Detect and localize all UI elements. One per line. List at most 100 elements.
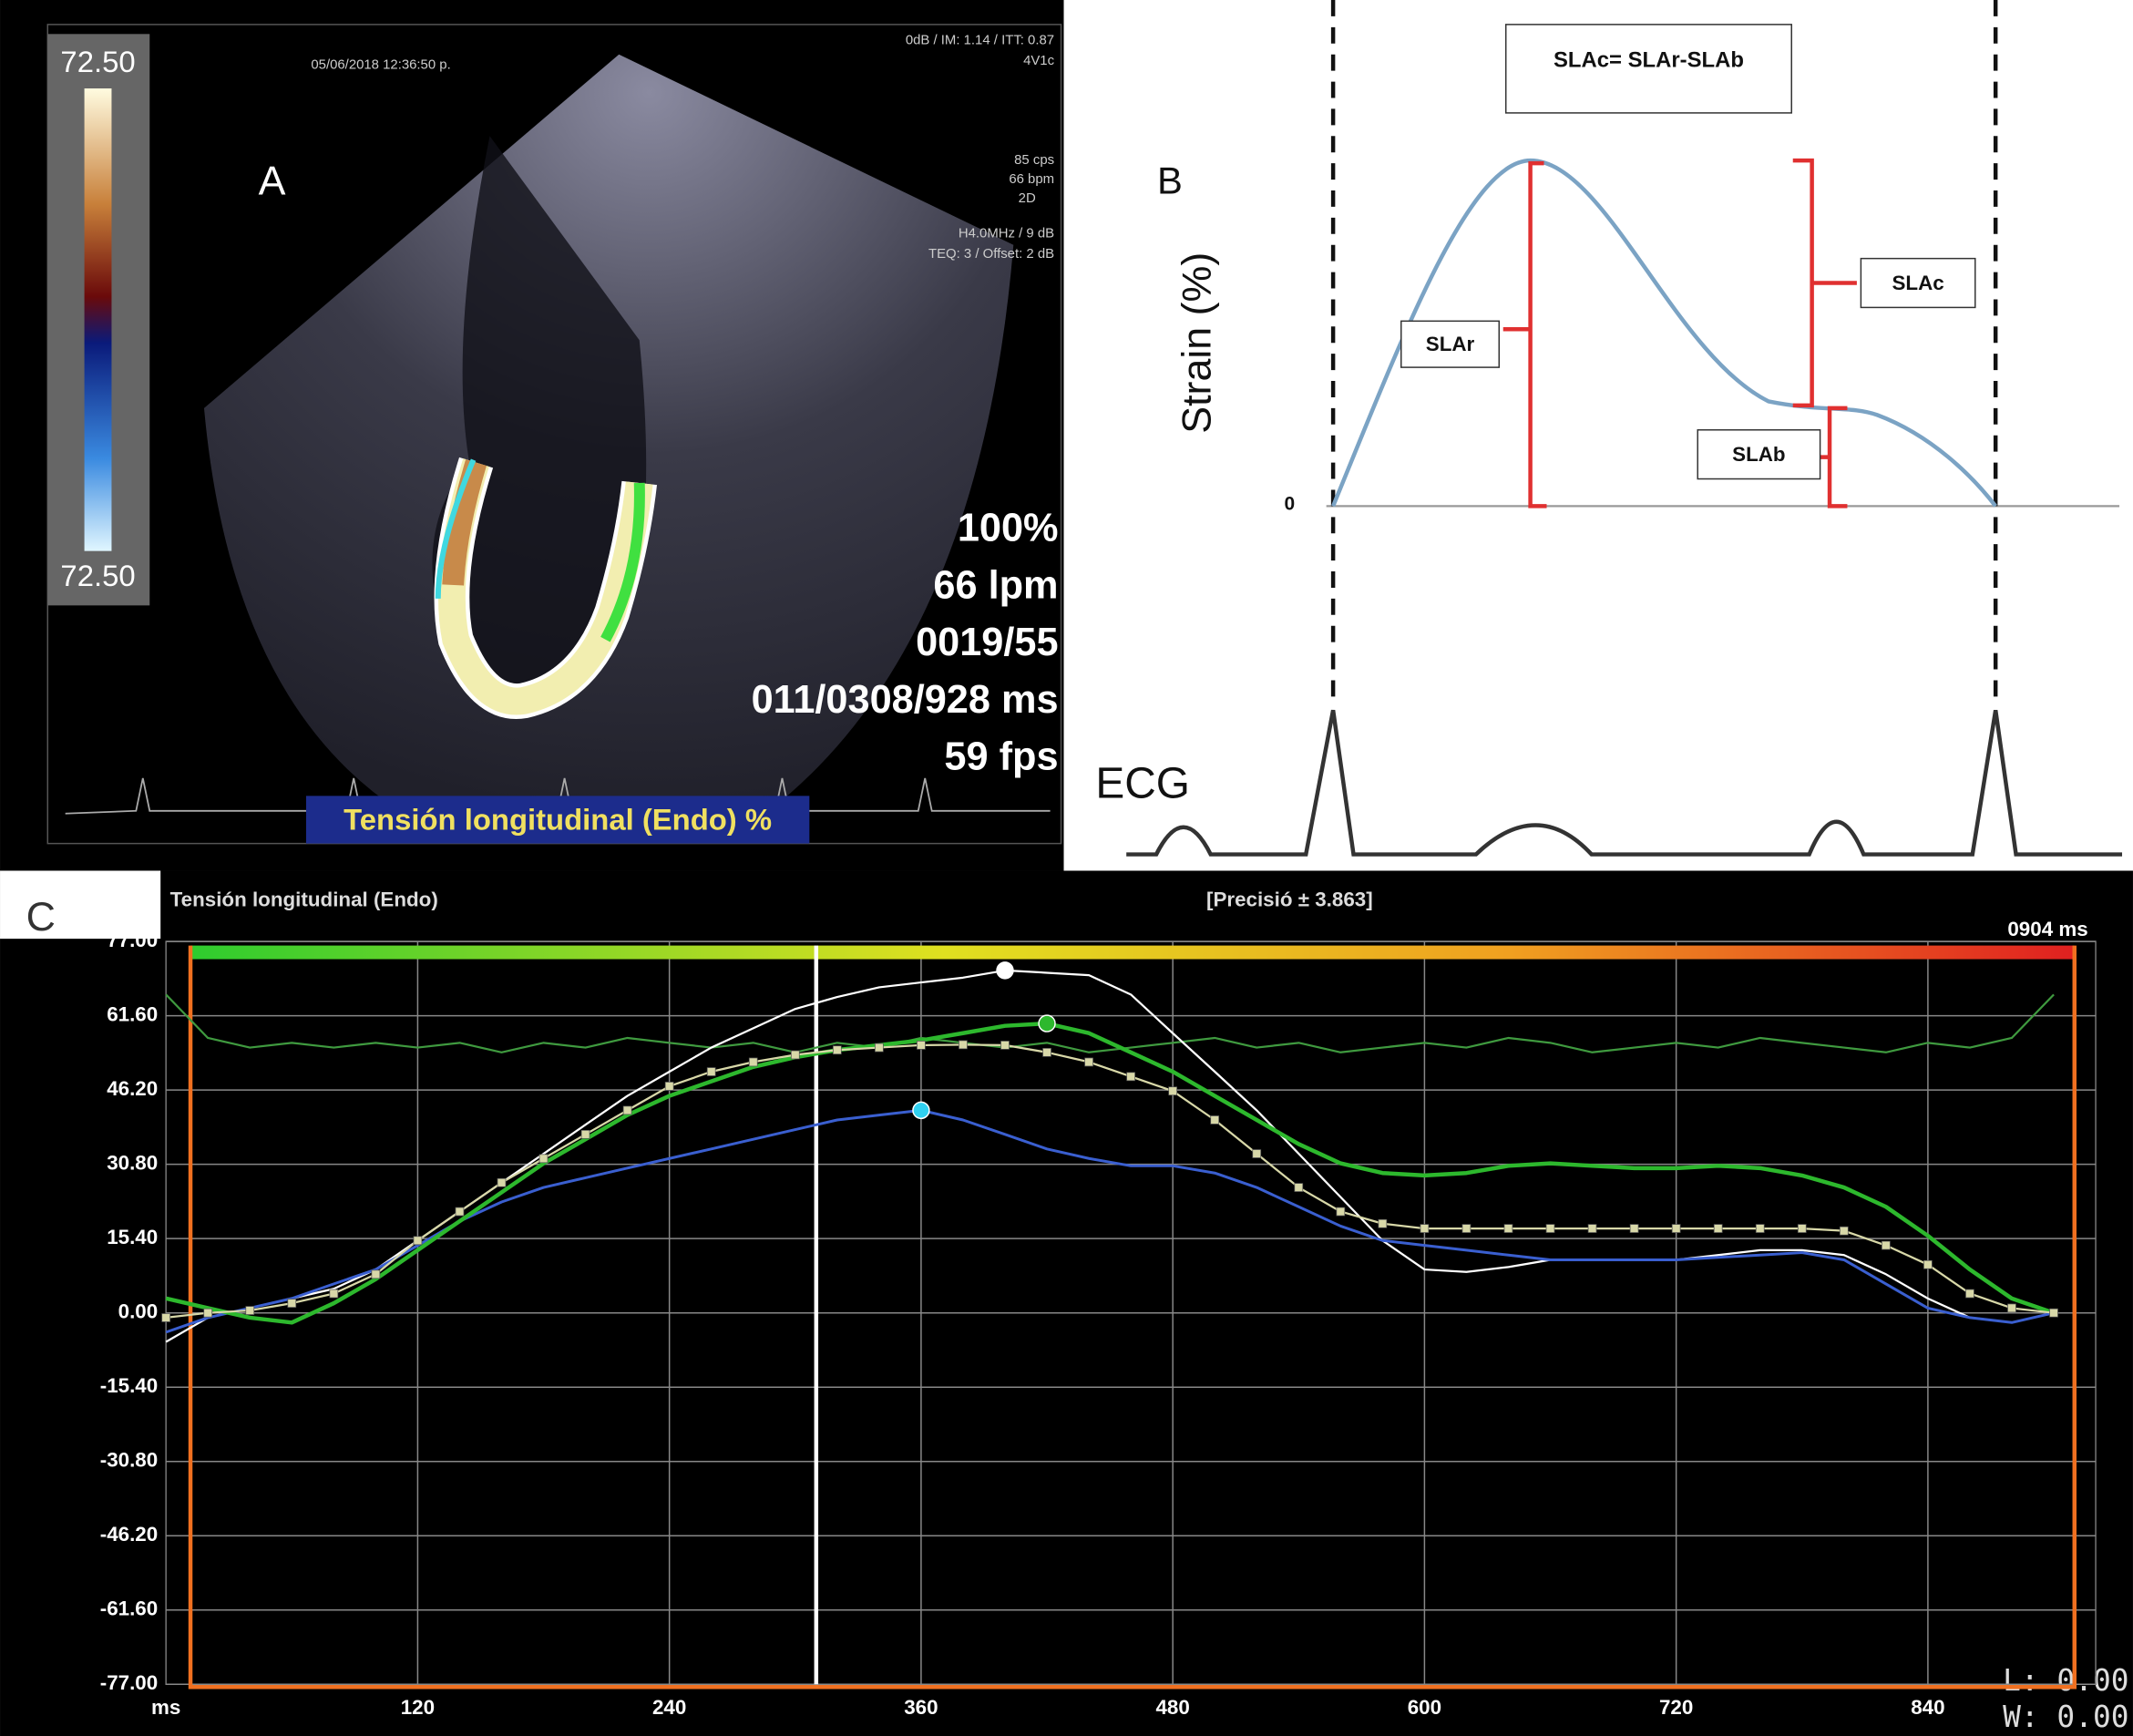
point-marker [538, 1154, 549, 1164]
point-marker [2007, 1303, 2016, 1313]
point-marker [1965, 1289, 1974, 1299]
point-marker [959, 1040, 968, 1050]
point-marker [1587, 1224, 1597, 1233]
scale-top: 72.50 [60, 45, 135, 78]
point-marker [1629, 1224, 1639, 1233]
info: 2D [1019, 190, 1036, 206]
peak-marker [912, 1101, 930, 1120]
cavity [432, 136, 647, 708]
point-marker [413, 1236, 423, 1246]
y-tick-label: 15.40 [107, 1226, 158, 1248]
point-marker [875, 1043, 884, 1053]
point-marker [1294, 1183, 1304, 1192]
point-marker [664, 1082, 674, 1091]
bracket-slab [1820, 406, 1848, 508]
point-marker [1671, 1224, 1681, 1233]
caption: Tensión longitudinal (Endo) % [344, 802, 772, 836]
series-line [165, 1021, 2055, 1325]
progress-bar [190, 945, 2075, 960]
y-tick-label: 61.60 [107, 1003, 158, 1026]
color-bar [84, 88, 112, 551]
scale-bottom: 72.50 [60, 559, 135, 592]
label-box [1400, 320, 1501, 368]
caption-bg [305, 796, 810, 844]
frame-orange [188, 945, 2077, 1690]
slar-label: SLAr [1426, 333, 1475, 355]
panel-label: A [259, 158, 286, 203]
point-marker [1042, 1048, 1051, 1057]
readout: 100% [958, 507, 1059, 550]
y-tick-label: 30.80 [107, 1152, 158, 1175]
time-label: 0904 ms [2007, 918, 2087, 940]
point-marker [706, 1067, 716, 1076]
panel-c-bg [0, 870, 2133, 1736]
x-tick-label: 840 [1911, 1696, 1944, 1719]
probe: 4V1c [1023, 53, 1055, 68]
point-marker [1084, 1057, 1093, 1067]
point-marker [1503, 1224, 1513, 1233]
panel-label: C [26, 894, 56, 940]
ecg-label: ECG [1095, 760, 1190, 808]
formula: SLAc= SLAr-SLAb [1554, 47, 1744, 72]
x-tick-label: 360 [904, 1696, 938, 1719]
point-marker [1168, 1086, 1178, 1096]
y-axis-label: Strain (%) [1174, 252, 1220, 434]
strain-edge-left [435, 458, 477, 599]
point-marker [790, 1050, 800, 1060]
point-marker [622, 1105, 632, 1115]
point-marker [748, 1057, 758, 1067]
slac-label: SLAc [1892, 272, 1943, 294]
y-tick-label: -61.60 [100, 1597, 158, 1620]
info: H4.0MHz / 9 dB [959, 226, 1054, 241]
slab-label: SLAb [1732, 443, 1785, 466]
point-marker [917, 1041, 926, 1050]
point-marker [371, 1269, 381, 1279]
point-marker [832, 1045, 842, 1055]
chart-subtitle: [Precisió ± 3.863] [1206, 888, 1373, 910]
x-axis-label: ms [151, 1696, 180, 1719]
date: 05/06/2018 12:36:50 p. [311, 57, 450, 73]
readout: 59 fps [944, 735, 1058, 779]
point-marker [245, 1306, 255, 1315]
info: 85 cps [1014, 152, 1054, 168]
point-marker [455, 1207, 465, 1217]
point-marker [580, 1129, 590, 1139]
point-marker [1545, 1224, 1555, 1233]
point-marker [1378, 1218, 1388, 1228]
info: TEQ: 3 / Offset: 2 dB [928, 246, 1054, 262]
readout: 66 lpm [933, 563, 1058, 607]
series-line [165, 1108, 2055, 1334]
point-marker [1336, 1207, 1346, 1217]
x-tick-label: 480 [1155, 1696, 1189, 1719]
point-marker [2049, 1308, 2058, 1318]
y-tick-label: 0.00 [118, 1300, 159, 1323]
point-marker [1923, 1259, 1933, 1269]
point-marker [1882, 1240, 1891, 1250]
x-tick-label: 240 [652, 1696, 686, 1719]
panel-b-bg [1063, 0, 2133, 871]
info: 66 bpm [1009, 171, 1054, 187]
y-tick-label: 77.00 [107, 929, 158, 951]
readout-w: W: 0.00 [2003, 1700, 2128, 1734]
panel-c-corner [0, 870, 161, 940]
point-marker [497, 1177, 507, 1187]
point-marker [161, 1313, 171, 1322]
point-marker [329, 1289, 339, 1299]
ecg-trace-a [65, 777, 1051, 815]
strain-segment-septal [442, 459, 487, 586]
x-tick-label: 120 [401, 1696, 435, 1719]
y-tick-label: -46.20 [100, 1523, 158, 1546]
readout: 011/0308/928 ms [752, 678, 1059, 722]
readout: 0019/55 [916, 621, 1058, 664]
bracket-slac [1792, 158, 1857, 408]
point-marker [1126, 1072, 1135, 1082]
series-line [165, 993, 2055, 1053]
strain-edge-right [600, 482, 645, 642]
point-marker [1755, 1224, 1765, 1233]
strain-curve [1331, 158, 1997, 508]
settings: 0dB / IM: 1.14 / ITT: 0.87 [906, 33, 1054, 48]
point-marker [1461, 1224, 1472, 1233]
x-tick-label: 600 [1408, 1696, 1441, 1719]
panel-label: B [1157, 159, 1183, 202]
